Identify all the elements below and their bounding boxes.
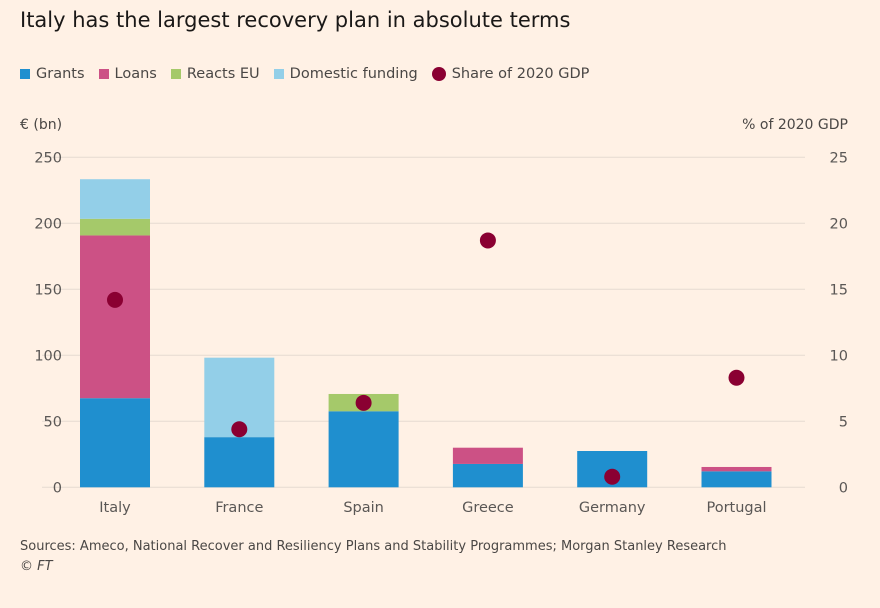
legend-label: Grants xyxy=(36,66,85,82)
legend-label: Domestic funding xyxy=(289,66,418,82)
category-label: Italy xyxy=(99,500,131,516)
right-tick-label: 20 xyxy=(830,216,848,232)
legend-label: Share of 2020 GDP xyxy=(451,66,590,82)
category-label: France xyxy=(215,500,263,516)
legend-swatch xyxy=(98,69,109,79)
legend-swatch xyxy=(170,69,181,79)
legend-dot xyxy=(431,67,446,81)
left-tick-label: 150 xyxy=(34,282,62,298)
right-tick-label: 5 xyxy=(839,414,848,430)
bar-grants xyxy=(328,411,399,488)
sources-note: Sources: Ameco, National Recover and Res… xyxy=(20,539,727,554)
gdp-share-dot xyxy=(479,232,496,249)
category-label: Greece xyxy=(462,500,514,516)
right-tick-label: 10 xyxy=(830,348,848,364)
credit: © FT xyxy=(20,559,53,574)
legend-item: Reacts EU xyxy=(170,66,260,82)
bar-grants xyxy=(80,398,150,488)
chart-title: Italy has the largest recovery plan in a… xyxy=(20,8,571,32)
gdp-share-dot xyxy=(728,369,745,386)
category-label: Spain xyxy=(343,500,384,516)
right-tick-label: 0 xyxy=(839,480,848,496)
legend-item: Domestic funding xyxy=(273,66,418,82)
left-tick-label: 50 xyxy=(44,414,62,430)
legend-swatch xyxy=(20,69,30,79)
bar-grants xyxy=(701,471,772,488)
right-tick-label: 25 xyxy=(830,150,848,166)
legend-item: Share of 2020 GDP xyxy=(431,66,590,82)
bar-loans xyxy=(701,466,772,472)
right-axis-label: % of 2020 GDP xyxy=(742,117,848,133)
legend-item: Grants xyxy=(20,66,85,82)
left-tick-label: 100 xyxy=(34,348,62,364)
bar-reacts-eu xyxy=(80,218,150,236)
bar-grants xyxy=(204,437,275,488)
legend: Grants Loans Reacts EU Domestic funding Shar… xyxy=(20,66,589,82)
left-tick-label: 250 xyxy=(34,150,62,166)
gdp-share-dot xyxy=(355,394,372,411)
category-label: Germany xyxy=(579,500,646,516)
legend-swatch xyxy=(273,69,284,79)
right-tick-label: 15 xyxy=(830,282,848,298)
bar-domestic-funding xyxy=(80,179,150,219)
left-tick-label: 0 xyxy=(53,480,62,496)
gdp-share-dot xyxy=(604,468,621,485)
bar-grants xyxy=(452,463,523,488)
gdp-share-dot xyxy=(107,291,123,308)
category-label: Portugal xyxy=(706,500,766,516)
gdp-share-dot xyxy=(231,421,248,438)
left-axis-label: € (bn) xyxy=(20,117,63,133)
legend-item: Loans xyxy=(98,66,157,82)
left-tick-label: 200 xyxy=(34,216,62,232)
bar-loans xyxy=(452,447,523,464)
legend-label: Reacts EU xyxy=(186,66,260,82)
bar-loans xyxy=(80,235,150,399)
legend-label: Loans xyxy=(114,66,157,82)
